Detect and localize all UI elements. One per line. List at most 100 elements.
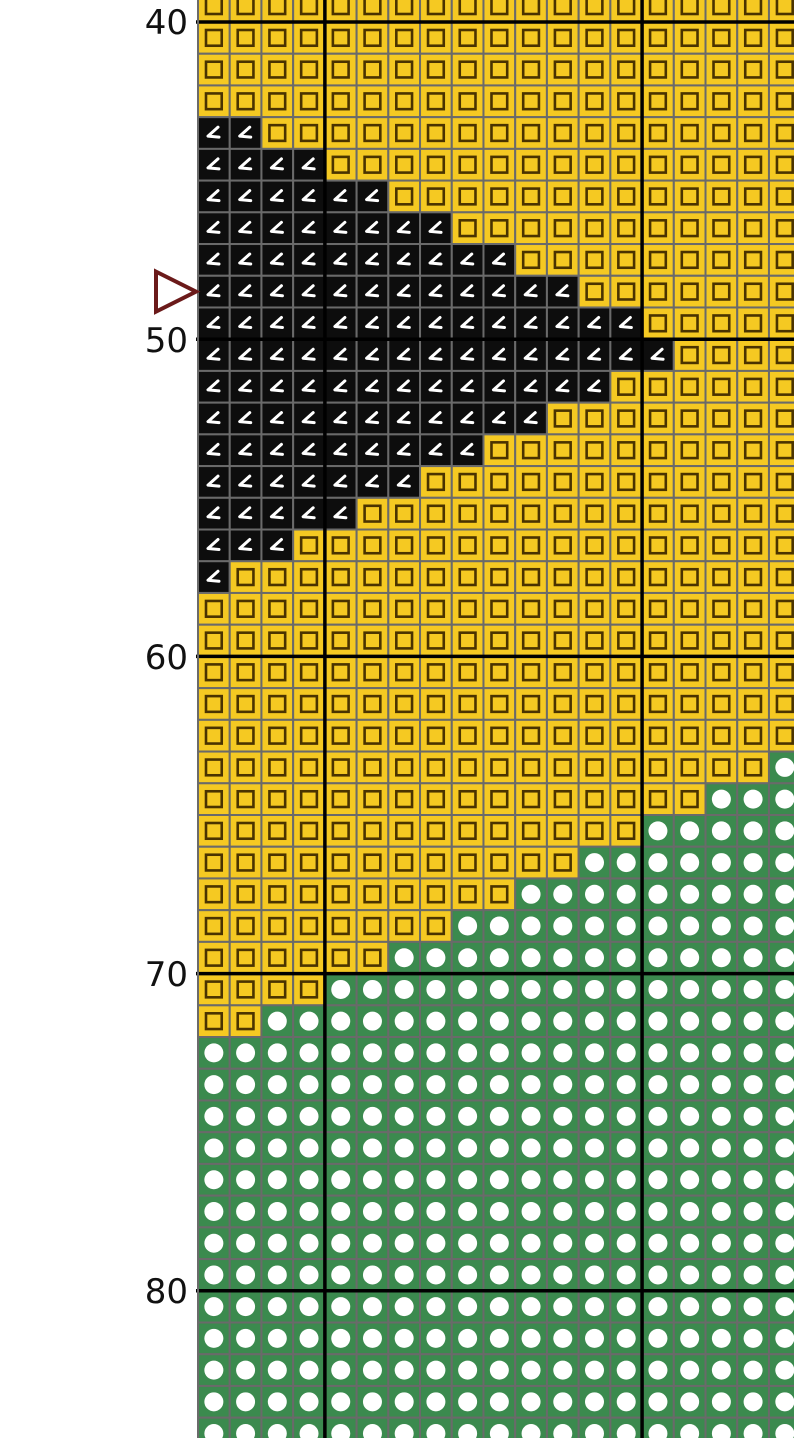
square-symbol-icon <box>585 250 604 270</box>
yellow-stitch-cell <box>641 21 675 55</box>
yellow-stitch-cell <box>736 433 770 468</box>
yellow-stitch-cell <box>228 623 263 658</box>
green-stitch-cell <box>419 1067 453 1102</box>
circle-symbol-icon <box>426 1011 446 1031</box>
yellow-stitch-cell <box>450 116 485 150</box>
square-symbol-icon <box>331 123 350 143</box>
yellow-stitch-cell <box>482 718 517 753</box>
black-stitch-cell <box>387 338 422 372</box>
yellow-stitch-cell <box>419 750 453 785</box>
black-stitch-cell <box>228 496 263 531</box>
black-stitch-cell <box>387 433 422 468</box>
black-stitch-cell <box>228 116 263 150</box>
circle-symbol-icon <box>236 1297 256 1317</box>
green-stitch-cell <box>736 845 770 880</box>
green-stitch-cell <box>355 1258 390 1292</box>
green-stitch-cell <box>197 1194 231 1229</box>
green-stitch-cell <box>355 1036 390 1070</box>
yellow-stitch-cell <box>292 52 326 87</box>
yellow-stitch-cell <box>419 465 453 499</box>
black-stitch-cell <box>228 274 263 309</box>
square-symbol-icon <box>204 694 224 714</box>
circle-symbol-icon <box>680 821 700 841</box>
square-symbol-icon <box>458 504 477 523</box>
square-symbol-icon <box>680 631 699 650</box>
angle-symbol-icon <box>555 284 570 298</box>
circle-symbol-icon <box>458 1075 478 1095</box>
yellow-stitch-cell <box>387 116 422 150</box>
green-stitch-cell <box>514 877 548 912</box>
square-symbol-icon <box>617 60 636 79</box>
square-symbol-icon <box>458 0 477 16</box>
circle-symbol-icon <box>394 1328 414 1348</box>
circle-symbol-icon <box>743 916 763 936</box>
yellow-stitch-cell <box>545 401 580 436</box>
square-symbol-icon <box>521 187 541 206</box>
yellow-stitch-cell <box>323 845 358 880</box>
green-stitch-cell <box>672 1226 707 1261</box>
circle-symbol-icon <box>775 979 794 999</box>
square-symbol-icon <box>680 504 699 523</box>
black-stitch-cell <box>260 433 295 468</box>
angle-symbol-icon <box>365 379 380 393</box>
square-symbol-icon <box>712 250 731 270</box>
circle-symbol-icon <box>331 1202 351 1221</box>
square-symbol-icon <box>395 821 414 841</box>
circle-symbol-icon <box>489 1360 509 1380</box>
square-symbol-icon <box>490 567 509 587</box>
yellow-stitch-cell <box>641 465 675 499</box>
square-symbol-icon <box>426 631 446 650</box>
black-stitch-cell <box>197 560 231 594</box>
black-stitch-cell <box>323 401 358 436</box>
circle-symbol-icon <box>394 1265 414 1285</box>
angle-symbol-icon <box>428 442 443 456</box>
circle-symbol-icon <box>553 1011 573 1031</box>
yellow-stitch-cell <box>355 21 390 55</box>
black-stitch-cell <box>450 401 485 436</box>
square-symbol-icon <box>458 472 477 492</box>
green-stitch-cell <box>641 1384 675 1419</box>
green-stitch-cell <box>482 1226 517 1261</box>
square-symbol-icon <box>299 92 319 111</box>
green-stitch-cell <box>197 1289 231 1324</box>
circle-symbol-icon <box>585 1424 604 1438</box>
green-stitch-cell <box>704 814 739 848</box>
square-symbol-icon <box>490 92 509 111</box>
green-stitch-cell <box>355 1384 390 1419</box>
circle-symbol-icon <box>680 1202 700 1221</box>
circle-symbol-icon <box>394 1392 414 1412</box>
yellow-stitch-cell <box>197 718 231 753</box>
square-symbol-icon <box>236 980 255 999</box>
circle-symbol-icon <box>521 1424 541 1438</box>
green-stitch-cell <box>704 1353 739 1387</box>
angle-symbol-icon <box>206 538 221 552</box>
yellow-stitch-cell <box>672 338 707 372</box>
row-label-40: 40 <box>145 3 188 43</box>
black-stitch-cell <box>482 306 517 341</box>
square-symbol-icon <box>395 123 414 143</box>
circle-symbol-icon <box>331 1138 351 1158</box>
square-symbol-icon <box>712 282 731 301</box>
yellow-stitch-cell <box>355 877 390 912</box>
angle-symbol-icon <box>301 442 316 456</box>
black-stitch-cell <box>260 274 295 309</box>
yellow-stitch-cell <box>577 401 612 436</box>
square-symbol-icon <box>490 758 509 777</box>
square-symbol-icon <box>299 694 319 714</box>
green-stitch-cell <box>260 1004 295 1039</box>
circle-symbol-icon <box>585 853 604 873</box>
black-stitch-cell <box>292 496 326 531</box>
angle-symbol-icon <box>333 442 348 456</box>
circle-symbol-icon <box>680 1043 700 1063</box>
square-symbol-icon <box>648 504 668 523</box>
green-stitch-cell <box>641 877 675 912</box>
square-symbol-icon <box>204 885 224 904</box>
green-stitch-cell <box>736 1036 770 1070</box>
square-symbol-icon <box>236 28 255 48</box>
yellow-stitch-cell <box>736 591 770 626</box>
circle-symbol-icon <box>489 1328 509 1348</box>
yellow-stitch-cell <box>323 52 358 87</box>
yellow-stitch-cell <box>514 147 548 182</box>
circle-symbol-icon <box>553 1138 573 1158</box>
yellow-stitch-cell <box>577 243 612 277</box>
